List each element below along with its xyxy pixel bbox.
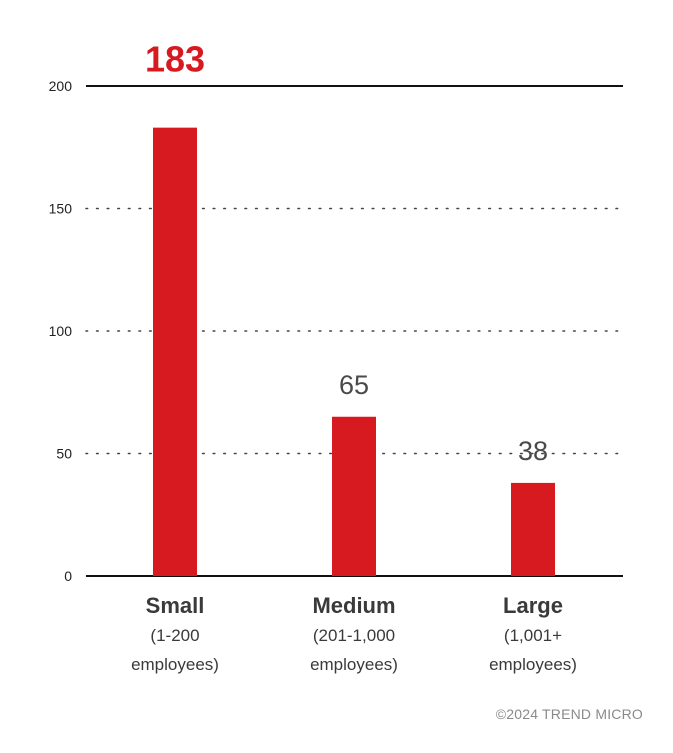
bar-medium <box>332 416 376 576</box>
y-tick-label-150: 150 <box>49 201 73 217</box>
copyright-footer: ©2024 TREND MICRO <box>495 706 643 722</box>
category-sublabel-large: (1,001+ <box>504 626 562 645</box>
data-label-medium: 65 <box>339 370 369 400</box>
category-label-large: Large <box>503 593 563 618</box>
category-label-medium: Medium <box>312 593 395 618</box>
category-sublabel-medium: (201-1,000 <box>313 626 395 645</box>
data-label-large: 38 <box>518 436 548 466</box>
y-tick-label-0: 0 <box>64 568 72 584</box>
category-label-small: Small <box>146 593 205 618</box>
category-sublabel2-large: employees) <box>489 655 577 674</box>
category-sublabel-small: (1-200 <box>150 626 199 645</box>
bar-large <box>511 482 555 576</box>
bar-chart: 0 50 100 150 200 183 Small (1-200 employees) 65 Me… <box>49 39 624 674</box>
y-tick-label-200: 200 <box>49 78 73 94</box>
y-tick-label-100: 100 <box>49 323 73 339</box>
y-tick-label-50: 50 <box>56 446 72 462</box>
bar-small <box>153 127 197 577</box>
category-sublabel2-small: employees) <box>131 655 219 674</box>
category-sublabel2-medium: employees) <box>310 655 398 674</box>
data-label-small: 183 <box>145 39 205 80</box>
